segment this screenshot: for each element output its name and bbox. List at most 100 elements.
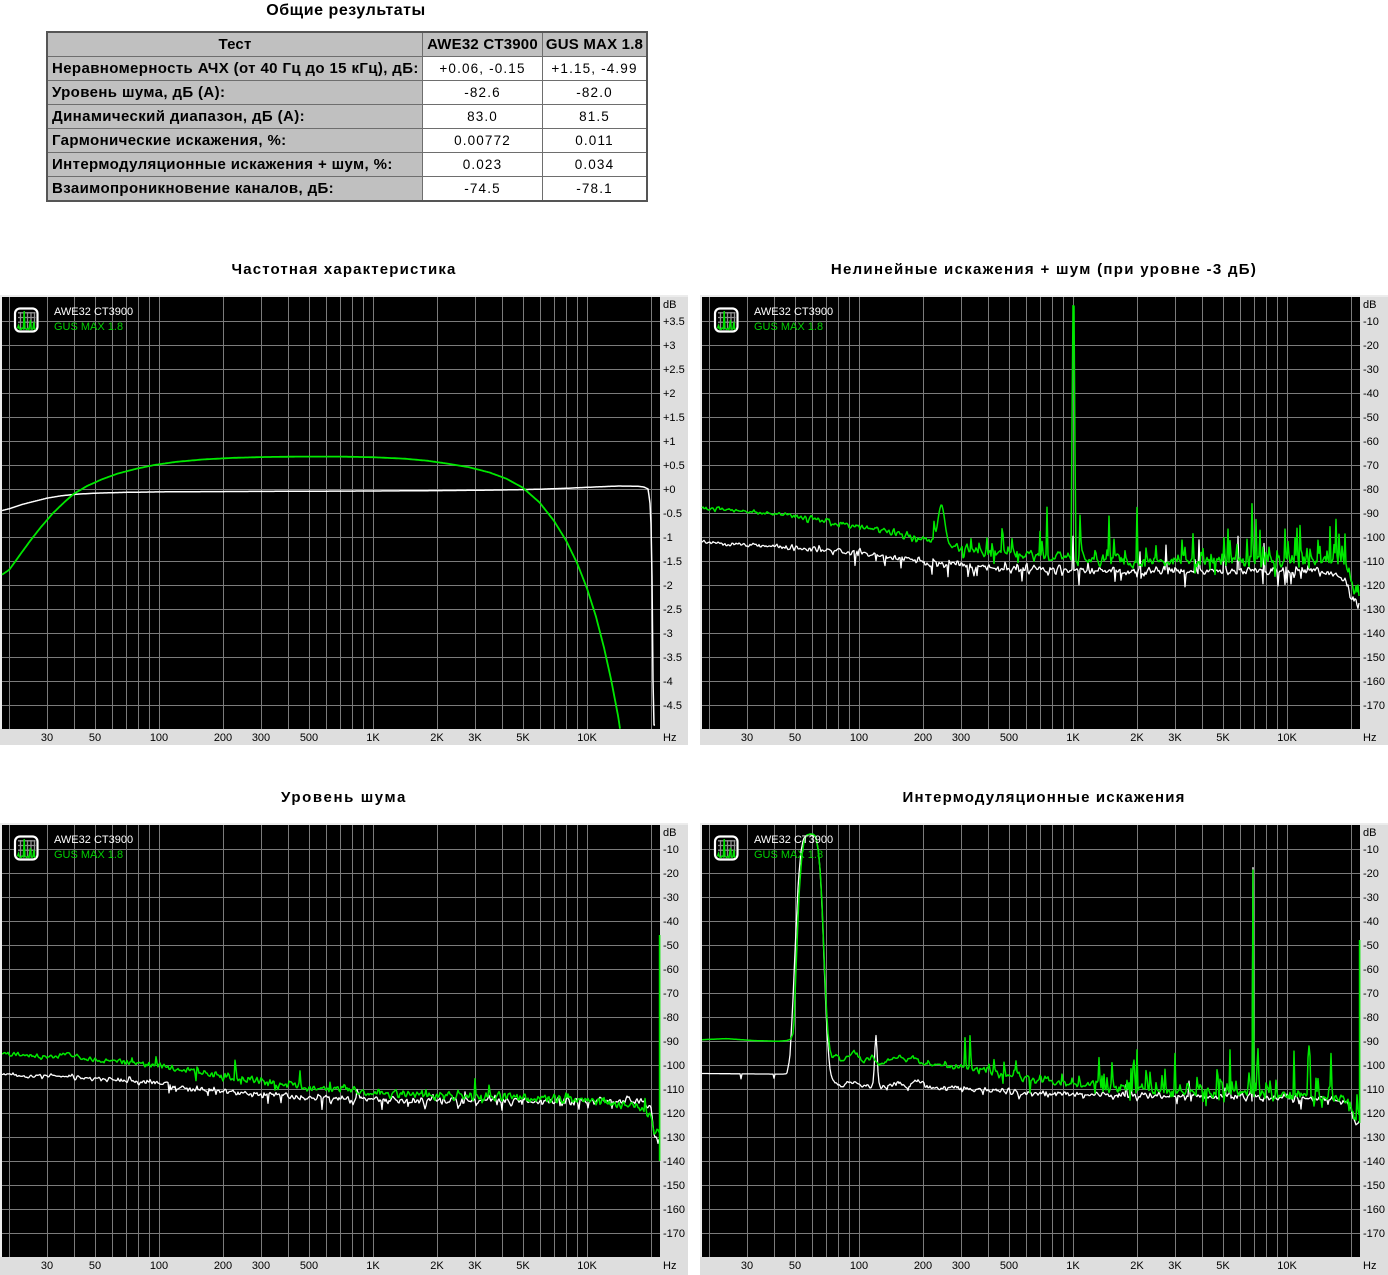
svg-text:dB: dB <box>1363 827 1376 839</box>
svg-text:-110: -110 <box>663 1084 684 1096</box>
svg-text:3K: 3K <box>468 732 482 744</box>
svg-text:Hz: Hz <box>663 1260 676 1272</box>
svg-text:-10: -10 <box>663 844 679 856</box>
svg-text:AWE32 CT3900: AWE32 CT3900 <box>754 834 833 846</box>
svg-text:-110: -110 <box>1363 1084 1384 1096</box>
svg-text:-150: -150 <box>1363 1180 1385 1192</box>
svg-text:-150: -150 <box>663 1180 685 1192</box>
svg-text:-160: -160 <box>1363 1204 1385 1216</box>
svg-text:+1.5: +1.5 <box>663 412 685 424</box>
svg-text:GUS MAX 1.8: GUS MAX 1.8 <box>54 321 123 333</box>
svg-text:-3.5: -3.5 <box>663 652 682 664</box>
svg-text:-120: -120 <box>663 1108 685 1120</box>
svg-text:3K: 3K <box>468 1260 482 1272</box>
svg-text:300: 300 <box>252 732 270 744</box>
svg-text:-1: -1 <box>663 532 673 544</box>
svg-text:-100: -100 <box>1363 1060 1385 1072</box>
svg-text:200: 200 <box>914 1260 932 1272</box>
svg-text:+1: +1 <box>663 436 676 448</box>
svg-text:2K: 2K <box>430 1260 444 1272</box>
svg-text:-20: -20 <box>1363 868 1379 880</box>
svg-text:-140: -140 <box>1363 628 1385 640</box>
svg-text:-80: -80 <box>663 1012 679 1024</box>
svg-text:-160: -160 <box>1363 676 1385 688</box>
svg-text:-60: -60 <box>1363 964 1379 976</box>
svg-text:2K: 2K <box>1130 1260 1144 1272</box>
svg-text:AWE32 CT3900: AWE32 CT3900 <box>54 306 133 318</box>
svg-text:+2.5: +2.5 <box>663 364 685 376</box>
svg-text:-10: -10 <box>1363 316 1379 328</box>
svg-text:10K: 10K <box>577 732 597 744</box>
svg-text:-170: -170 <box>1363 1228 1385 1240</box>
svg-text:30: 30 <box>741 732 753 744</box>
svg-text:200: 200 <box>214 1260 232 1272</box>
svg-text:-110: -110 <box>1363 556 1384 568</box>
svg-text:-100: -100 <box>663 1060 685 1072</box>
svg-text:Hz: Hz <box>1363 732 1376 744</box>
svg-text:-60: -60 <box>1363 436 1379 448</box>
svg-text:1K: 1K <box>1066 732 1080 744</box>
svg-text:-170: -170 <box>663 1228 685 1240</box>
svg-text:-140: -140 <box>663 1156 685 1168</box>
svg-text:-90: -90 <box>663 1036 679 1048</box>
svg-text:300: 300 <box>252 1260 270 1272</box>
svg-text:500: 500 <box>1000 1260 1018 1272</box>
svg-text:-140: -140 <box>1363 1156 1385 1168</box>
svg-text:50: 50 <box>89 732 101 744</box>
svg-text:-170: -170 <box>1363 700 1385 712</box>
svg-text:+0: +0 <box>663 484 676 496</box>
svg-text:10K: 10K <box>1277 732 1297 744</box>
svg-text:-130: -130 <box>663 1132 685 1144</box>
svg-text:-90: -90 <box>1363 1036 1379 1048</box>
svg-text:-2.5: -2.5 <box>663 604 682 616</box>
svg-text:300: 300 <box>952 1260 970 1272</box>
svg-text:500: 500 <box>300 732 318 744</box>
svg-text:1K: 1K <box>366 732 380 744</box>
svg-text:-30: -30 <box>1363 892 1379 904</box>
svg-text:5K: 5K <box>516 732 530 744</box>
svg-text:-80: -80 <box>1363 1012 1379 1024</box>
svg-text:+3.5: +3.5 <box>663 316 685 328</box>
svg-text:-120: -120 <box>1363 580 1385 592</box>
svg-text:-3: -3 <box>663 628 673 640</box>
svg-text:-130: -130 <box>1363 604 1385 616</box>
svg-text:-30: -30 <box>663 892 679 904</box>
svg-text:GUS MAX 1.8: GUS MAX 1.8 <box>754 321 823 333</box>
svg-text:Hz: Hz <box>663 732 676 744</box>
svg-text:3K: 3K <box>1168 732 1182 744</box>
svg-text:100: 100 <box>150 1260 168 1272</box>
svg-text:200: 200 <box>914 732 932 744</box>
svg-text:3K: 3K <box>1168 1260 1182 1272</box>
svg-text:-90: -90 <box>1363 508 1379 520</box>
svg-text:-1.5: -1.5 <box>663 556 682 568</box>
svg-text:50: 50 <box>789 732 801 744</box>
svg-text:200: 200 <box>214 732 232 744</box>
svg-text:100: 100 <box>850 1260 868 1272</box>
svg-text:-70: -70 <box>663 988 679 1000</box>
svg-text:500: 500 <box>300 1260 318 1272</box>
svg-text:dB: dB <box>663 827 676 839</box>
svg-text:5K: 5K <box>1216 732 1230 744</box>
svg-text:-60: -60 <box>663 964 679 976</box>
svg-text:1K: 1K <box>366 1260 380 1272</box>
svg-text:50: 50 <box>89 1260 101 1272</box>
svg-text:-20: -20 <box>663 868 679 880</box>
svg-text:GUS MAX 1.8: GUS MAX 1.8 <box>54 849 123 861</box>
svg-text:30: 30 <box>41 1260 53 1272</box>
svg-text:2K: 2K <box>430 732 444 744</box>
svg-text:10K: 10K <box>1277 1260 1297 1272</box>
svg-text:-2: -2 <box>663 580 673 592</box>
svg-text:300: 300 <box>952 732 970 744</box>
svg-text:dB: dB <box>663 299 676 311</box>
svg-text:-100: -100 <box>1363 532 1385 544</box>
svg-text:-70: -70 <box>1363 460 1379 472</box>
svg-text:-150: -150 <box>1363 652 1385 664</box>
svg-text:-0.5: -0.5 <box>663 508 682 520</box>
svg-text:-130: -130 <box>1363 1132 1385 1144</box>
svg-text:-160: -160 <box>663 1204 685 1216</box>
svg-text:+3: +3 <box>663 340 676 352</box>
svg-text:dB: dB <box>1363 299 1376 311</box>
svg-text:10K: 10K <box>577 1260 597 1272</box>
svg-text:30: 30 <box>741 1260 753 1272</box>
svg-text:-50: -50 <box>663 940 679 952</box>
